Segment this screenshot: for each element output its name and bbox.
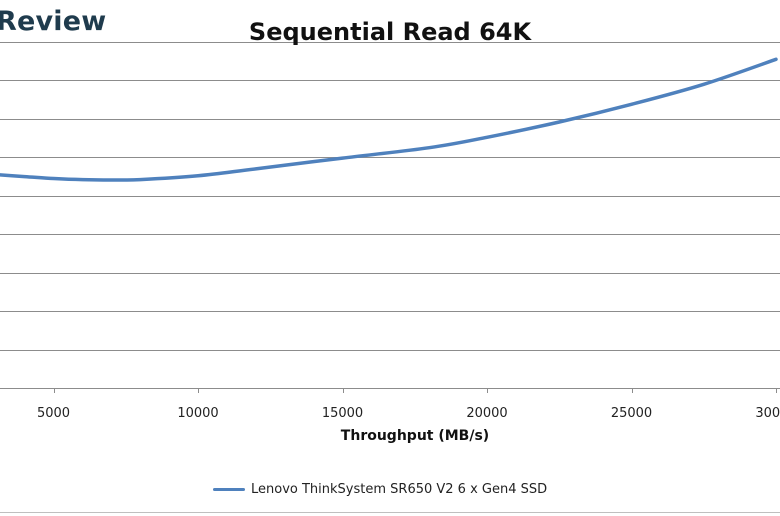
- x-tick-label: 25000: [611, 406, 652, 421]
- x-axis-title: Throughput (MB/s): [340, 428, 490, 444]
- x-tick-label: 10000: [177, 406, 218, 421]
- x-tick-label: 20000: [466, 406, 507, 421]
- gridlines: [0, 42, 780, 389]
- x-tick-label: 5000: [37, 406, 70, 421]
- chart-title: Sequential Read 64K: [248, 18, 532, 46]
- legend-label: Lenovo ThinkSystem SR650 V2 6 x Gen4 SSD: [251, 481, 548, 497]
- x-tick-label: 30000: [755, 406, 780, 421]
- legend-swatch: [213, 487, 245, 491]
- chart-bottom-border: [0, 512, 780, 513]
- legend: Lenovo ThinkSystem SR650 V2 6 x Gen4 SSD: [213, 479, 547, 499]
- brand-logo-text: Review: [0, 6, 107, 37]
- series-line: [0, 57, 778, 182]
- x-axis-ticks: 5000 10000 15000 20000 25000 30000: [37, 388, 780, 421]
- x-tick-label: 15000: [322, 406, 363, 421]
